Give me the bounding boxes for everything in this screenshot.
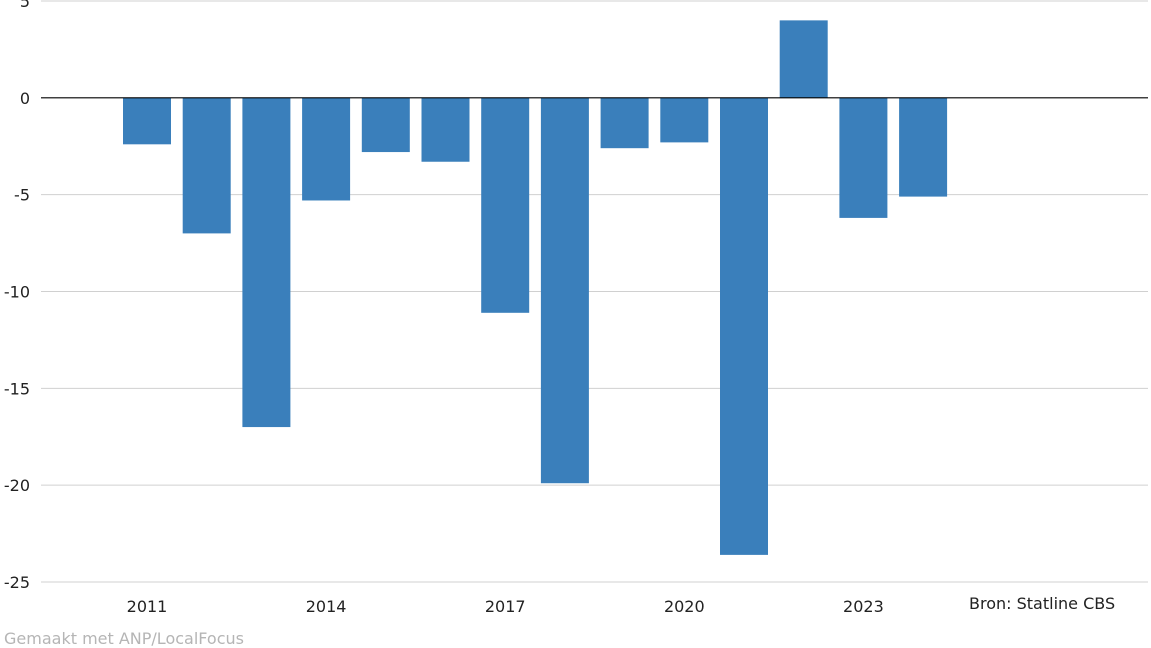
- bar-2015: [361, 97, 410, 153]
- bar-2012: [182, 97, 231, 234]
- x-axis-ticks: 2011 2014 2017 2020 2023: [127, 597, 884, 616]
- bar-2011: [123, 97, 171, 145]
- y-tick-label: 5: [20, 0, 30, 11]
- x-tick-label: 2014: [306, 597, 347, 616]
- y-tick-label: -20: [4, 476, 30, 495]
- x-tick-label: 2017: [485, 597, 526, 616]
- credit-note: Gemaakt met ANP/LocalFocus: [4, 629, 244, 648]
- bar-2013: [242, 97, 291, 428]
- bar-2016: [421, 97, 470, 162]
- bar-2023: [839, 97, 888, 218]
- y-tick-label: -15: [4, 379, 30, 398]
- bar-2018: [540, 97, 589, 484]
- grid-lines: [41, 0, 1148, 583]
- y-tick-label: 0: [20, 89, 30, 108]
- bar-2020: [660, 97, 709, 143]
- bars: [123, 20, 948, 555]
- bar-2019: [600, 97, 649, 149]
- y-tick-label: -25: [4, 573, 30, 592]
- x-tick-label: 2020: [664, 597, 705, 616]
- source-note: Bron: Statline CBS: [969, 594, 1116, 613]
- bar-2022: [779, 20, 828, 98]
- bar-2014: [302, 97, 351, 201]
- x-tick-label: 2011: [127, 597, 168, 616]
- bar-2024: [899, 97, 948, 197]
- y-tick-label: -5: [14, 186, 30, 205]
- y-axis-ticks: 5 0 -5 -10 -15 -20 -25: [4, 0, 30, 592]
- y-tick-label: -10: [4, 283, 30, 302]
- x-tick-label: 2023: [843, 597, 884, 616]
- bar-2017: [481, 97, 530, 313]
- bar-2021: [720, 97, 768, 555]
